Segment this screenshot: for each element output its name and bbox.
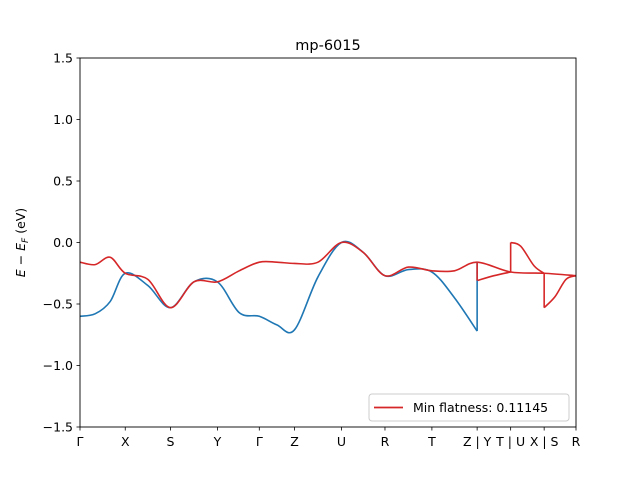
x-tick-label: R <box>381 434 390 449</box>
x-tick-label: R <box>572 434 581 449</box>
legend-label: Min flatness: 0.11145 <box>413 400 548 415</box>
legend-box <box>368 393 570 422</box>
x-tick-label: Z <box>290 434 299 449</box>
y-axis-label-minus: − <box>13 251 28 269</box>
x-tick-label: Z | Y <box>463 434 492 449</box>
x-tick-label: X | S <box>530 434 559 449</box>
y-axis-label-ef: E <box>13 243 28 251</box>
band-line-0 <box>79 240 478 334</box>
y-axis-label-e: E <box>13 269 28 277</box>
y-tick-label: 0.5 <box>53 174 73 189</box>
y-axis-label-units: (eV) <box>13 208 28 238</box>
x-tick-label: T | U <box>495 434 525 449</box>
y-tick-label: −0.5 <box>43 297 73 312</box>
y-tick-label: 1.5 <box>53 51 73 66</box>
band-line-3 <box>510 241 545 274</box>
y-tick-label: −1.0 <box>43 358 73 373</box>
x-tick-label: U <box>337 434 346 449</box>
y-tick-label: −1.5 <box>43 420 73 435</box>
band-line-4 <box>543 274 577 309</box>
y-axis-label: E − EF (eV) <box>13 208 31 277</box>
y-axis-label-f: F <box>21 237 31 243</box>
x-tick-label: S <box>167 434 175 449</box>
legend: Min flatness: 0.11145 <box>368 393 570 422</box>
chart-title: mp-6015 <box>295 38 360 54</box>
x-tick-label: T <box>427 434 436 449</box>
y-tick-label: 0.0 <box>53 235 73 250</box>
x-tick-label: Γ <box>256 434 263 449</box>
y-tick-label: 1.0 <box>53 112 73 127</box>
x-tick-label: X <box>121 434 130 449</box>
plot-frame <box>79 57 577 428</box>
x-tick-label: Y <box>213 434 222 449</box>
band-line-2 <box>476 271 511 282</box>
band-line-1 <box>79 241 577 309</box>
x-tick-label: Γ <box>77 434 84 449</box>
